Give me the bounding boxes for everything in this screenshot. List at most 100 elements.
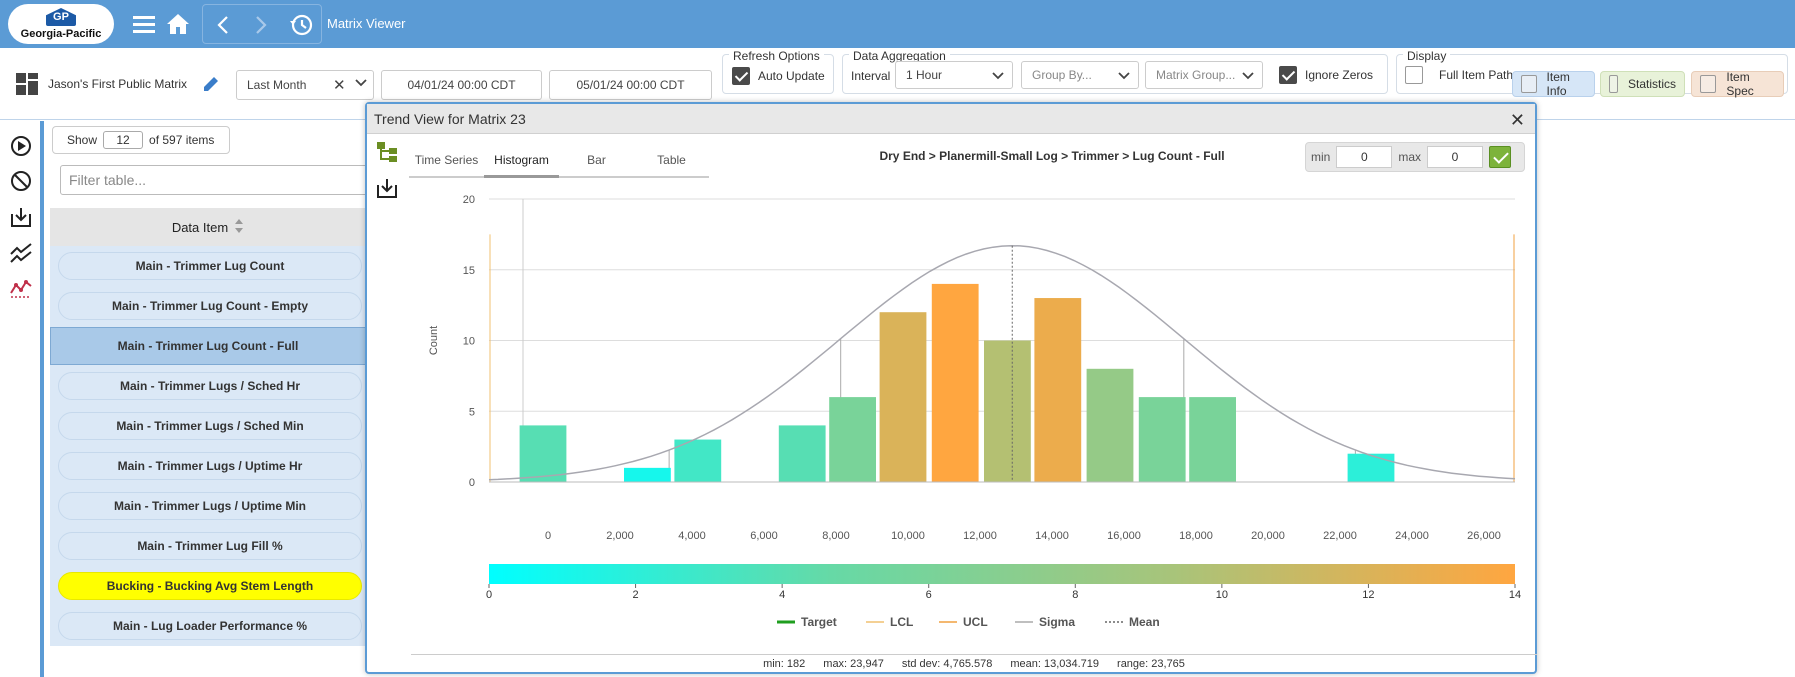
histogram-bar[interactable] xyxy=(1138,397,1186,482)
y-axis-label: Count xyxy=(428,326,440,355)
histogram-bar[interactable] xyxy=(1189,397,1236,482)
full-item-path-checkbox[interactable] xyxy=(1405,66,1423,84)
tab-table[interactable]: Table xyxy=(657,153,686,167)
auto-update-checkbox[interactable] xyxy=(732,67,750,85)
tab-time-series[interactable]: Time Series xyxy=(414,153,479,167)
apply-range-button[interactable] xyxy=(1489,146,1512,168)
item-info-toggle[interactable]: Item Info xyxy=(1512,70,1595,98)
table-row[interactable]: Main - Trimmer Lug Count xyxy=(58,252,362,280)
play-circle-icon[interactable] xyxy=(9,134,33,158)
trend-lines-icon[interactable] xyxy=(9,241,33,265)
top-bar: GP Georgia-Pacific Matrix Viewer xyxy=(0,0,1795,48)
color-scale-label: 12 xyxy=(1362,589,1374,601)
min-input[interactable]: 0 xyxy=(1336,146,1393,168)
hamburger-menu-icon[interactable] xyxy=(130,10,158,38)
matrix-group-select[interactable]: Matrix Group... xyxy=(1145,61,1263,89)
stat-range: range: 23,765 xyxy=(1117,658,1185,670)
table-row[interactable]: Main - Trimmer Lugs / Sched Min xyxy=(58,412,362,440)
clear-range-icon[interactable]: ✕ xyxy=(333,77,346,94)
display-legend: Display xyxy=(1403,49,1451,63)
matrix-name: Jason's First Public Matrix xyxy=(48,77,187,91)
x-tick-label: 14,000 xyxy=(1035,530,1069,542)
tab-bar[interactable]: Bar xyxy=(587,153,606,167)
histogram-bar[interactable] xyxy=(674,439,722,482)
app-title: Matrix Viewer xyxy=(327,16,406,31)
item-spec-checkbox[interactable] xyxy=(1700,75,1717,93)
table-row[interactable]: Bucking - Bucking Avg Stem Length xyxy=(58,572,362,600)
ignore-zeros-label: Ignore Zeros xyxy=(1305,68,1374,82)
color-scale-label: 8 xyxy=(1072,589,1078,601)
home-icon[interactable] xyxy=(164,10,192,38)
sort-icon[interactable] xyxy=(234,218,244,237)
histogram-bar[interactable] xyxy=(624,467,671,482)
table-row[interactable]: Main - Lug Loader Performance % xyxy=(58,612,362,640)
download-tray-icon[interactable] xyxy=(375,176,399,200)
legend-label-lcl[interactable]: LCL xyxy=(890,615,913,629)
legend-label-mean[interactable]: Mean xyxy=(1129,615,1160,629)
x-tick-label: 4,000 xyxy=(678,530,706,542)
color-scale-label: 4 xyxy=(779,589,785,601)
table-row[interactable]: Main - Trimmer Lug Count - Empty xyxy=(58,292,362,320)
data-item-column-header[interactable]: Data Item xyxy=(50,208,366,246)
chevron-down-icon[interactable] xyxy=(355,77,367,91)
show-label: Show xyxy=(67,133,98,147)
histogram-bar[interactable] xyxy=(1347,453,1395,482)
legend-label-ucl[interactable]: UCL xyxy=(963,615,988,629)
forward-arrow-icon[interactable] xyxy=(247,11,275,39)
table-row[interactable]: Main - Trimmer Lugs / Uptime Hr xyxy=(58,452,362,480)
stat-max: max: 23,947 xyxy=(823,658,884,670)
histogram-bar[interactable] xyxy=(984,340,1031,483)
x-tick-label: 26,000 xyxy=(1467,530,1501,542)
hierarchy-tree-icon[interactable] xyxy=(375,140,399,164)
ignore-zeros-option[interactable]: Ignore Zeros xyxy=(1279,62,1373,88)
histogram-bar[interactable] xyxy=(879,312,927,482)
y-tick-label: 15 xyxy=(463,265,475,277)
table-row[interactable]: Main - Trimmer Lugs / Sched Hr xyxy=(58,372,362,400)
time-range-select[interactable]: Last Month ✕ xyxy=(236,70,374,100)
histogram-bar[interactable] xyxy=(931,283,979,482)
histogram-bar[interactable] xyxy=(1086,368,1134,482)
interval-select[interactable]: 1 Hour xyxy=(895,61,1013,89)
back-arrow-icon[interactable] xyxy=(209,11,237,39)
chart-tabs: Time Series Histogram Bar Table xyxy=(409,148,709,178)
tab-histogram[interactable]: Histogram xyxy=(484,148,559,178)
full-item-path-option[interactable]: Full Item Path xyxy=(1405,62,1513,88)
x-tick-label: 10,000 xyxy=(891,530,925,542)
start-date-input[interactable]: 04/01/24 00:00 CDT xyxy=(381,70,542,100)
statistics-checkbox[interactable] xyxy=(1609,75,1618,93)
trend-chart-icon[interactable] xyxy=(9,276,33,300)
end-date-input[interactable]: 05/01/24 00:00 CDT xyxy=(549,70,712,100)
color-scale-label: 6 xyxy=(926,589,932,601)
item-count: of 597 items xyxy=(149,133,215,147)
filter-table-input[interactable]: Filter table... xyxy=(60,165,380,195)
max-input[interactable]: 0 xyxy=(1427,146,1484,168)
table-row[interactable]: Main - Trimmer Lug Count - Full xyxy=(50,327,366,365)
group-by-select[interactable]: Group By... xyxy=(1021,61,1139,89)
item-spec-toggle[interactable]: Item Spec xyxy=(1691,70,1784,98)
matrix-grid-icon[interactable] xyxy=(15,72,39,96)
statistics-toggle[interactable]: Statistics xyxy=(1600,71,1685,97)
table-row[interactable]: Main - Trimmer Lugs / Uptime Min xyxy=(58,492,362,520)
item-spec-label: Item Spec xyxy=(1726,70,1754,98)
legend-label-sigma[interactable]: Sigma xyxy=(1039,615,1075,629)
legend-label-target[interactable]: Target xyxy=(801,615,837,629)
company-logo[interactable]: GP Georgia-Pacific xyxy=(8,4,114,44)
block-icon[interactable] xyxy=(9,169,33,193)
gp-logo-mark: GP xyxy=(46,8,76,26)
histogram-bar[interactable] xyxy=(829,397,876,482)
close-icon[interactable]: ✕ xyxy=(1509,110,1525,130)
history-icon[interactable] xyxy=(287,11,315,39)
edit-pencil-icon[interactable] xyxy=(201,74,223,96)
x-tick-label: 20,000 xyxy=(1251,530,1285,542)
item-info-checkbox[interactable] xyxy=(1521,75,1537,93)
auto-update-option[interactable]: Auto Update xyxy=(732,63,825,89)
page-size-input[interactable]: 12 xyxy=(103,131,144,149)
download-tray-icon[interactable] xyxy=(9,205,33,229)
histogram-bar[interactable] xyxy=(778,425,826,482)
ignore-zeros-checkbox[interactable] xyxy=(1279,66,1297,84)
item-info-label: Item Info xyxy=(1546,70,1570,98)
table-row[interactable]: Main - Trimmer Lug Fill % xyxy=(58,532,362,560)
histogram-bar[interactable] xyxy=(519,425,567,482)
x-tick-label: 24,000 xyxy=(1395,530,1429,542)
histogram-bar[interactable] xyxy=(1034,298,1082,482)
